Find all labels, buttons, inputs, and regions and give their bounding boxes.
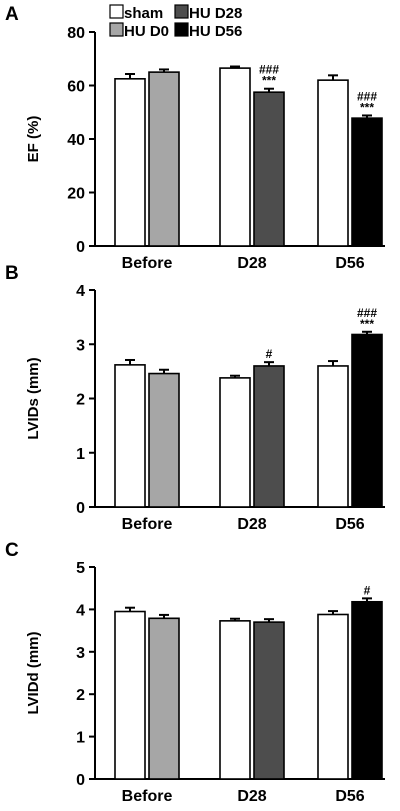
legend-item-sham: sham: [109, 4, 163, 22]
y-axis-label-a: EF (%): [25, 116, 42, 163]
x-tick-label-c-0: Before: [122, 788, 173, 805]
y-tick-label-b-3: 3: [76, 337, 85, 354]
x-tick-label-b-0: Before: [122, 516, 173, 533]
y-tick-label-a-4: 80: [67, 25, 85, 42]
x-tick-label-a-2: D56: [335, 255, 364, 272]
y-axis-label-c: LVIDd (mm): [25, 631, 42, 714]
bar-c-before-hu-d0: [148, 617, 180, 780]
legend-label-sham: sham: [124, 5, 163, 22]
significance-bar-a-d56-hu-d56-0: ###: [357, 89, 377, 103]
legend-item-hu-d0: HU D0: [109, 22, 169, 40]
legend-swatch-hu-d28: [174, 4, 189, 19]
bar-b-d28-sham: [219, 377, 251, 508]
bar-a-before-sham: [114, 78, 146, 247]
significance-bar-b-d56-hu-d56-0: ###: [357, 306, 377, 320]
bar-b-d56-sham: [317, 365, 349, 508]
y-tick-label-a-1: 20: [67, 186, 85, 203]
y-tick-label-b-0: 0: [76, 500, 85, 517]
x-tick-label-a-0: Before: [122, 255, 173, 272]
bar-c-before-sham: [114, 610, 146, 780]
y-tick-label-c-1: 1: [76, 730, 85, 747]
bar-a-d28-hu-d28: [253, 91, 285, 247]
y-tick-label-c-0: 0: [76, 772, 85, 789]
y-tick-label-c-5: 5: [76, 560, 85, 577]
panel-letter-c: C: [5, 540, 19, 561]
legend-swatch-sham: [109, 4, 124, 19]
bar-c-d28-hu-d28: [253, 621, 285, 780]
y-tick-label-b-2: 2: [76, 392, 85, 409]
bar-b-before-hu-d0: [148, 372, 180, 508]
y-tick-label-c-4: 4: [76, 602, 85, 619]
significance-bar-b-d56-hu-d56-1: ***: [360, 317, 374, 331]
legend: sham HU D0 HU D28 HU D56: [109, 4, 242, 40]
bar-a-d56-sham: [317, 79, 349, 247]
x-tick-label-b-2: D56: [335, 516, 364, 533]
y-tick-label-b-1: 1: [76, 446, 85, 463]
significance-bar-a-d56-hu-d56-1: ***: [360, 100, 374, 114]
y-tick-label-c-2: 2: [76, 687, 85, 704]
panel-letter-b: B: [5, 263, 19, 284]
legend-item-hu-d56: HU D56: [174, 22, 242, 40]
legend-swatch-hu-d56: [174, 22, 189, 37]
x-tick-label-c-1: D28: [237, 788, 266, 805]
significance-bar-b-d28-hu-d28-0: #: [266, 347, 273, 361]
bar-a-d28-sham: [219, 67, 251, 247]
bar-c-d56-sham: [317, 613, 349, 780]
x-tick-label-a-1: D28: [237, 255, 266, 272]
legend-item-hu-d28: HU D28: [174, 4, 242, 22]
bar-b-before-sham: [114, 364, 146, 508]
legend-label-hu-d0: HU D0: [124, 23, 169, 40]
legend-label-hu-d28: HU D28: [189, 5, 242, 22]
y-tick-label-b-4: 4: [76, 283, 85, 300]
y-tick-label-c-3: 3: [76, 645, 85, 662]
y-tick-label-a-3: 60: [67, 79, 85, 96]
y-tick-label-a-2: 40: [67, 132, 85, 149]
bar-a-before-hu-d0: [148, 71, 180, 247]
significance-bar-a-d28-hu-d28-0: ###: [259, 63, 279, 77]
x-tick-label-b-1: D28: [237, 516, 266, 533]
bar-b-d28-hu-d28: [253, 365, 285, 508]
y-axis-label-b: LVIDs (mm): [25, 357, 42, 439]
bar-c-d56-hu-d56: [351, 600, 383, 780]
y-tick-label-a-0: 0: [76, 239, 85, 256]
panel-c: C 0 1 2 3 4 5 LVIDd (mm) Before D28 D56 #: [5, 540, 385, 805]
panel-letter-a: A: [5, 4, 19, 25]
bar-c-d28-sham: [219, 620, 251, 780]
bar-a-d56-hu-d56: [351, 117, 383, 247]
legend-label-hu-d56: HU D56: [189, 23, 242, 40]
bar-b-d56-hu-d56: [351, 333, 383, 508]
significance-bar-c-d56-hu-d56-0: #: [364, 583, 371, 597]
x-tick-label-c-2: D56: [335, 788, 364, 805]
significance-bar-a-d28-hu-d28-1: ***: [262, 74, 276, 88]
legend-swatch-hu-d0: [109, 22, 124, 37]
